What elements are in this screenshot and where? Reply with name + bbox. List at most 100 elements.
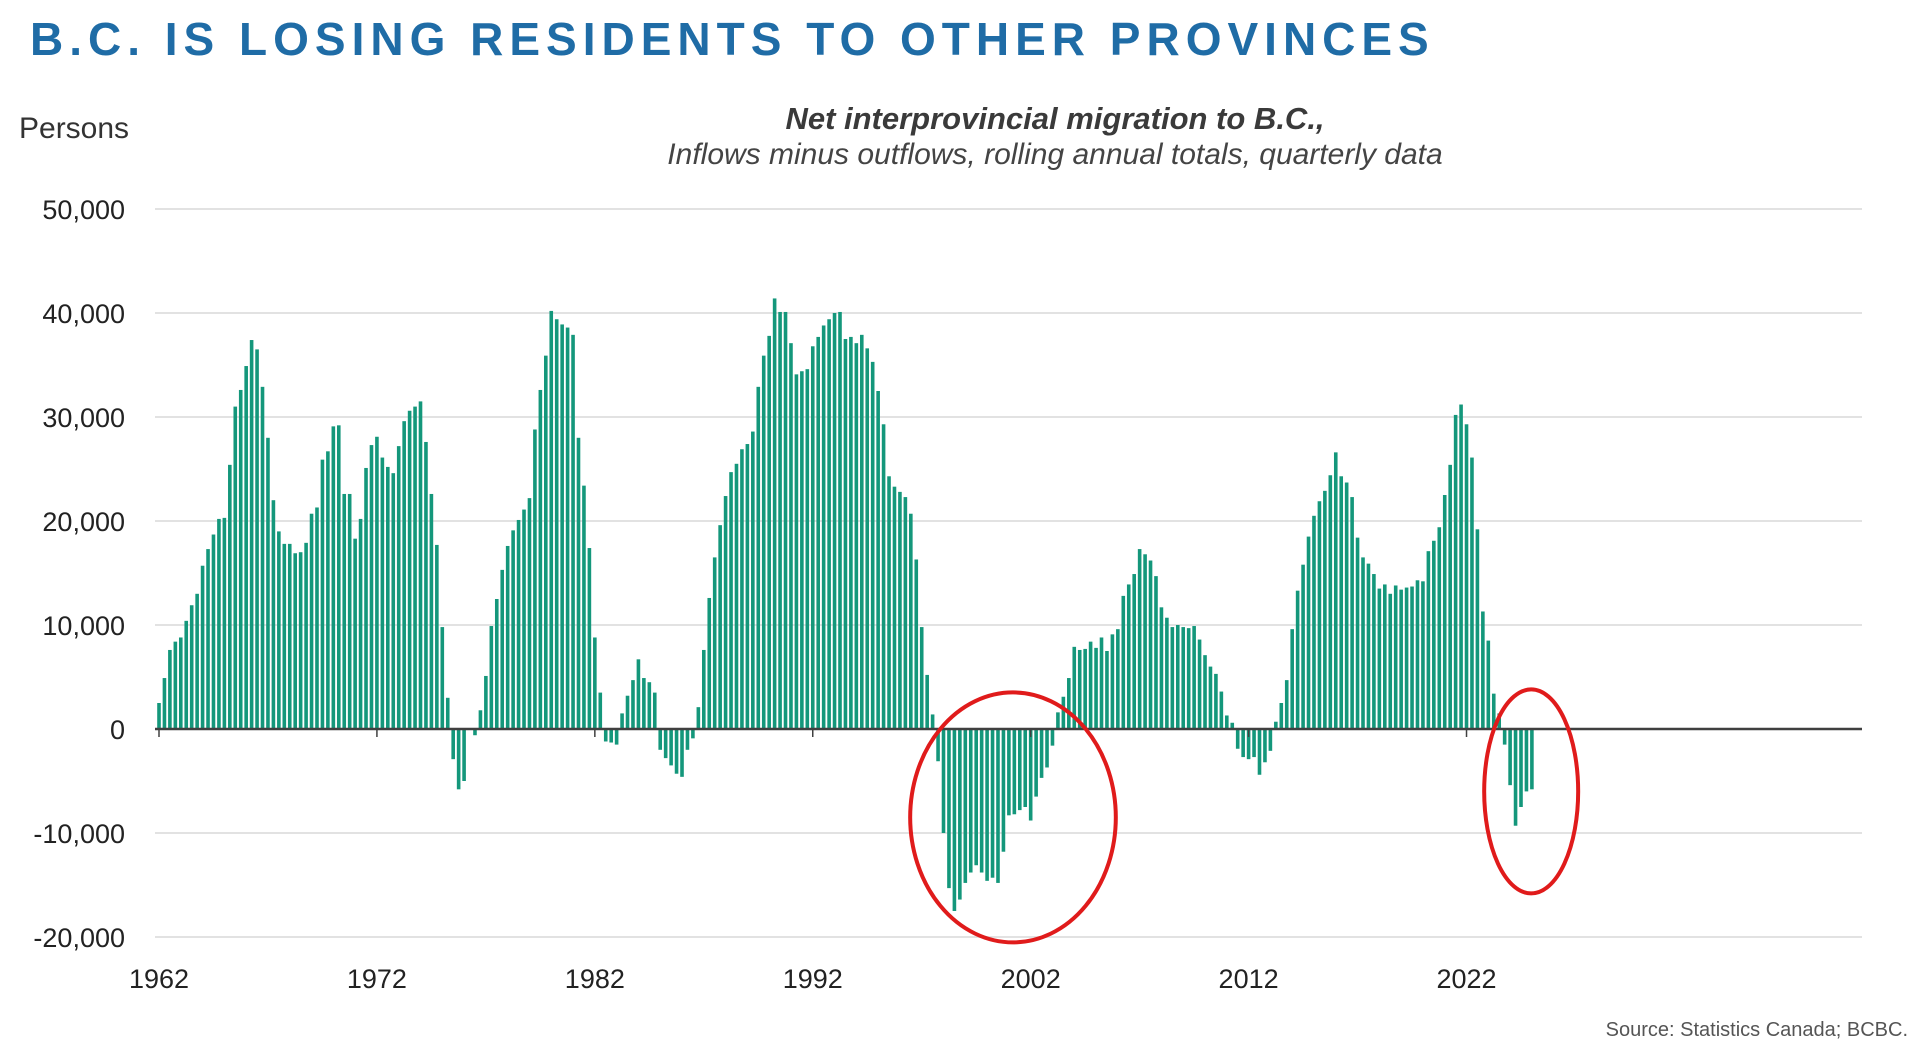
- bar: [1442, 495, 1447, 729]
- bar: [1470, 457, 1474, 729]
- bar: [260, 386, 265, 729]
- bar: [157, 703, 161, 729]
- bar: [636, 659, 641, 729]
- bar: [1268, 729, 1273, 751]
- bar: [1333, 452, 1338, 729]
- bar: [1083, 648, 1087, 729]
- bar: [1372, 574, 1376, 729]
- bar: [451, 729, 455, 760]
- bar: [1197, 639, 1202, 729]
- bar: [315, 507, 319, 729]
- bar: [1077, 649, 1082, 729]
- bar: [527, 498, 532, 729]
- bar: [516, 519, 521, 729]
- bar: [1034, 729, 1038, 797]
- bar: [445, 697, 450, 729]
- bar: [1181, 627, 1186, 729]
- bar: [990, 729, 995, 878]
- bar: [985, 729, 989, 881]
- bar: [1110, 634, 1115, 729]
- x-tick-label: 1982: [565, 964, 625, 994]
- bar: [718, 525, 722, 729]
- bar: [484, 675, 488, 729]
- bar: [435, 544, 439, 729]
- bar: [642, 678, 646, 729]
- bar: [723, 496, 728, 729]
- bar: [1481, 611, 1485, 729]
- bar: [652, 692, 657, 729]
- bar: [331, 426, 336, 729]
- x-tick-label: 1992: [783, 964, 843, 994]
- bar: [576, 437, 581, 729]
- bar: [1437, 527, 1442, 729]
- bar: [783, 311, 788, 729]
- y-tick-label: 20,000: [42, 507, 125, 537]
- bar: [309, 513, 314, 729]
- x-axis-tick-labels: 1962 1972 1982 1992 2002 2012 2022: [129, 964, 1497, 994]
- bar: [887, 476, 891, 729]
- bar: [919, 627, 924, 729]
- bar: [1432, 540, 1436, 729]
- bars: [157, 298, 1534, 911]
- bar: [1404, 587, 1409, 729]
- bar: [1513, 729, 1518, 826]
- bar: [1072, 646, 1077, 729]
- bar: [1132, 574, 1136, 729]
- bar: [293, 553, 297, 729]
- bar: [1186, 628, 1191, 729]
- bar: [429, 493, 434, 729]
- bar: [1061, 696, 1066, 729]
- bar: [424, 441, 428, 729]
- bar: [614, 729, 619, 745]
- bar: [870, 361, 875, 729]
- bar: [772, 298, 777, 729]
- bar: [549, 310, 554, 729]
- bar: [1415, 580, 1420, 729]
- bar: [505, 545, 510, 729]
- bar: [691, 729, 695, 739]
- bar: [473, 729, 477, 736]
- bar: [1023, 729, 1028, 807]
- bar: [1126, 584, 1131, 729]
- bar: [712, 557, 717, 729]
- bar: [1491, 693, 1496, 729]
- bar: [1530, 729, 1534, 790]
- bar: [1486, 640, 1491, 729]
- bar: [1383, 584, 1387, 729]
- bar: [1339, 476, 1344, 729]
- bar: [821, 325, 826, 729]
- bar: [1410, 586, 1414, 729]
- bar: [407, 410, 412, 729]
- bar: [282, 543, 287, 729]
- bar: [729, 472, 733, 729]
- bar: [631, 680, 635, 729]
- bar: [189, 605, 194, 729]
- bar: [228, 464, 232, 729]
- bar: [778, 311, 782, 729]
- bar: [1143, 554, 1147, 729]
- bar: [554, 319, 559, 729]
- bar: [560, 324, 564, 729]
- bar: [761, 355, 766, 729]
- bar: [1094, 647, 1098, 729]
- bar: [1459, 404, 1463, 729]
- bar: [1214, 673, 1218, 729]
- bar: [462, 729, 466, 781]
- bar: [849, 336, 853, 729]
- bar: [1105, 651, 1109, 729]
- y-tick-label: 10,000: [42, 611, 125, 641]
- bar: [1279, 703, 1284, 729]
- bar: [1159, 607, 1164, 729]
- bar: [1067, 678, 1071, 729]
- bar: [511, 530, 515, 729]
- bar: [816, 336, 821, 729]
- bar: [538, 389, 543, 729]
- bar: [1508, 729, 1512, 786]
- bar: [903, 497, 908, 729]
- bar: [244, 366, 248, 729]
- bar: [271, 500, 276, 729]
- bar: [843, 339, 848, 729]
- bar: [168, 649, 172, 729]
- bar: [1088, 641, 1093, 729]
